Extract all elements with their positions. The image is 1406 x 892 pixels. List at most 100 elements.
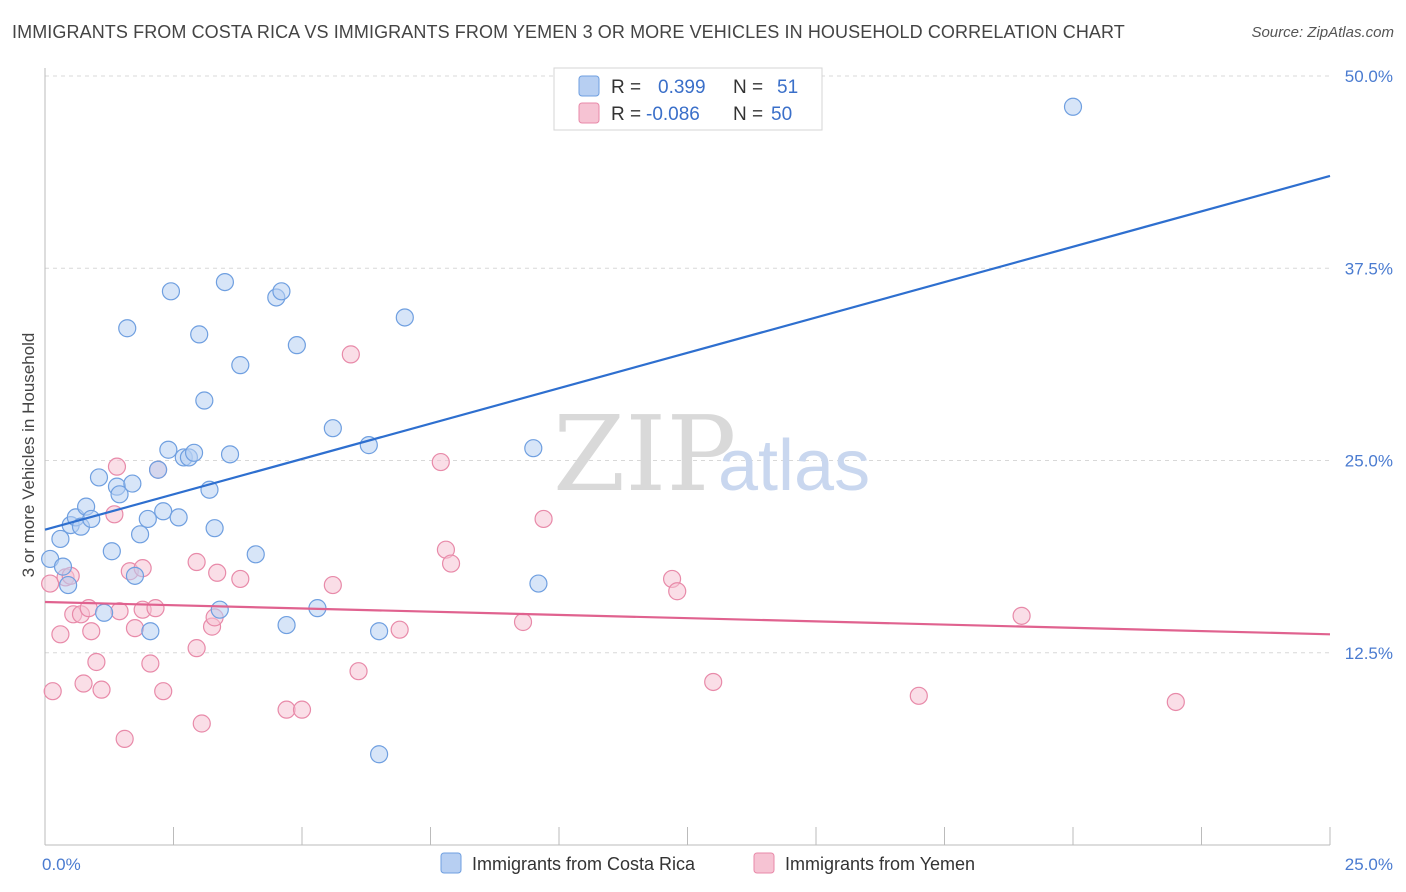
- costa-rica-point-49: [1063, 97, 1083, 116]
- costa-rica-point-33: [215, 272, 234, 292]
- costa-rica-point-28: [190, 325, 209, 344]
- yemen-point-33: [323, 575, 342, 595]
- costa-rica-point-34: [220, 445, 240, 464]
- yemen-point-0: [41, 574, 60, 593]
- yemen-point-44: [704, 672, 723, 692]
- yemen-point-20: [141, 654, 160, 673]
- costa-rica-point-32: [210, 600, 229, 619]
- costa-rica-point-24: [169, 508, 188, 527]
- bottom-legend-swatch-costa-rica: [440, 852, 462, 874]
- legend-n-value-1: 51: [777, 77, 798, 98]
- costa-rica-point-3: [59, 575, 78, 595]
- legend-n-label-1: N =: [733, 77, 763, 98]
- legend-n-label-2: N =: [733, 104, 763, 125]
- costa-rica-point-40: [287, 336, 306, 355]
- costa-rica-point-29: [195, 391, 214, 410]
- yemen-point-11: [92, 680, 111, 699]
- y-tick-label-1: 25.0%: [1345, 452, 1393, 471]
- yemen-point-23: [154, 682, 173, 701]
- yemen-point-39: [441, 554, 461, 573]
- costa-rica-point-15: [123, 474, 142, 493]
- yemen-point-45: [909, 686, 928, 705]
- watermark-atlas: atlas: [718, 426, 870, 506]
- yemen-point-32: [292, 700, 312, 719]
- yemen-point-35: [349, 662, 368, 681]
- costa-rica-point-21: [154, 502, 173, 521]
- costa-rica-point-42: [323, 419, 342, 438]
- y-tick-label-0: 12.5%: [1345, 644, 1393, 663]
- costa-rica-point-47: [524, 439, 543, 458]
- costa-rica-point-27: [184, 443, 204, 462]
- yemen-point-47: [1166, 692, 1185, 712]
- costa-rica-point-9: [89, 468, 109, 487]
- yemen-point-41: [534, 509, 553, 529]
- yemen-point-37: [431, 452, 450, 472]
- costa-rica-point-14: [118, 319, 137, 338]
- legend-r-value-2: -0.086: [646, 104, 700, 125]
- costa-rica-point-17: [130, 525, 150, 544]
- x-tick-label-0: 0.0%: [42, 855, 81, 874]
- bottom-legend: Immigrants from Costa Rica Immigrants fr…: [440, 852, 975, 874]
- trend-line-yemen: [44, 600, 1331, 636]
- costa-rica-point-13: [110, 485, 129, 504]
- costa-rica-point-35: [231, 356, 250, 375]
- chart-title: IMMIGRANTS FROM COSTA RICA VS IMMIGRANTS…: [12, 22, 1125, 42]
- yemen-point-24: [187, 552, 206, 572]
- yemen-point-13: [107, 457, 127, 476]
- yemen-point-15: [115, 729, 134, 748]
- yemen-point-29: [208, 563, 227, 582]
- legend-swatch-costa-rica: [578, 75, 600, 97]
- costa-rica-point-19: [141, 622, 160, 641]
- costa-rica-point-1: [51, 529, 70, 549]
- yemen-point-31: [277, 700, 296, 719]
- legend-swatch-yemen: [578, 102, 600, 124]
- costa-rica-point-46: [395, 308, 414, 327]
- legend-r-value-1: 0.399: [658, 77, 706, 98]
- y-axis-label: 3 or more Vehicles in Household: [19, 333, 38, 578]
- costa-rica-point-11: [102, 542, 121, 561]
- yemen-point-7: [74, 674, 93, 693]
- costa-rica-point-22: [159, 440, 178, 459]
- costa-rica-point-20: [148, 460, 168, 479]
- yemen-point-43: [668, 582, 687, 601]
- yemen-point-14: [110, 602, 129, 621]
- costa-rica-point-31: [205, 519, 224, 538]
- y-tick-label-3: 50.0%: [1345, 67, 1393, 86]
- costa-rica-point-2: [53, 557, 73, 576]
- costa-rica-point-44: [370, 622, 389, 641]
- bottom-legend-label-yemen: Immigrants from Yemen: [785, 854, 975, 874]
- yemen-point-9: [82, 622, 101, 641]
- watermark: ZIP atlas: [553, 393, 870, 515]
- costa-rica-point-45: [370, 745, 389, 764]
- watermark-zip: ZIP: [553, 393, 736, 515]
- yemen-point-25: [187, 639, 206, 658]
- costa-rica-point-38: [272, 282, 291, 301]
- series-yemen: [41, 345, 1185, 748]
- trend-line-costa-rica: [44, 174, 1331, 531]
- yemen-point-30: [231, 569, 250, 589]
- trend-lines: [44, 174, 1331, 636]
- source-credit: Source: ZipAtlas.com: [1251, 24, 1394, 41]
- bottom-legend-swatch-yemen: [753, 852, 775, 874]
- legend-r-label-1: R =: [611, 77, 641, 98]
- yemen-point-46: [1012, 606, 1031, 625]
- legend-r-label-2: R =: [611, 104, 641, 125]
- yemen-point-36: [390, 620, 409, 639]
- legend-box: R = 0.399 N = 51 R = -0.086 N = 50: [553, 67, 823, 131]
- yemen-point-10: [87, 652, 106, 672]
- yemen-point-34: [341, 345, 360, 364]
- yemen-point-26: [192, 714, 211, 733]
- tick-labels: 12.5% 25.0% 37.5% 50.0% 0.0% 25.0%: [42, 67, 1393, 874]
- legend-n-value-2: 50: [771, 104, 792, 125]
- costa-rica-point-10: [95, 603, 114, 622]
- x-tick-label-1: 25.0%: [1345, 855, 1393, 874]
- yemen-point-1: [43, 682, 62, 701]
- costa-rica-point-23: [161, 282, 181, 301]
- yemen-point-2: [51, 625, 70, 644]
- costa-rica-point-39: [277, 615, 296, 635]
- bottom-legend-label-costa-rica: Immigrants from Costa Rica: [472, 854, 696, 874]
- costa-rica-point-18: [138, 509, 157, 529]
- yemen-point-17: [125, 619, 145, 638]
- costa-rica-point-36: [246, 545, 265, 564]
